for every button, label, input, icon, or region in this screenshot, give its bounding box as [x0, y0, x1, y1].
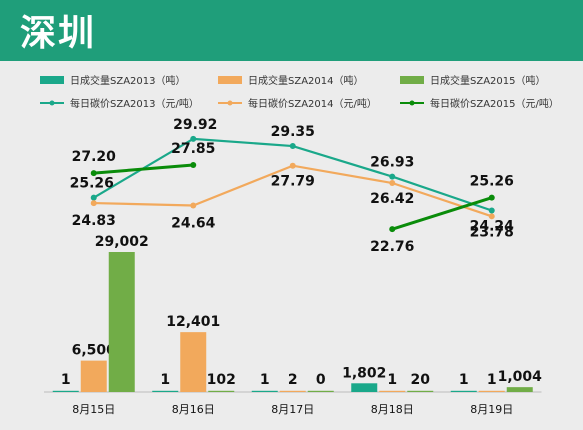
- bar-volume_2013-0: [52, 390, 79, 392]
- point-price_2015-1: [190, 161, 197, 168]
- x-tick-label-0: 8月15日: [72, 403, 115, 416]
- bar-volume_2015-4: [506, 387, 533, 392]
- line-price_2015-segment-0: [93, 163, 194, 175]
- legend-label-volume_2014: 日成交量SZA2014（吨）: [248, 74, 364, 87]
- x-tick-label-4: 8月19日: [470, 403, 513, 416]
- legend-swatch-volume_2014: [218, 76, 242, 84]
- bar-label-volume_2014-2: 2: [288, 372, 298, 388]
- bar-label-volume_2013-0: 1: [61, 372, 71, 388]
- bar-volume_2013-1: [152, 390, 179, 392]
- line-label-price_2013-0: 25.26: [70, 176, 114, 192]
- title-bar: 深圳: [0, 0, 583, 61]
- line-label-price_2013-1: 29.92: [173, 117, 217, 133]
- bar-label-volume_2013-2: 1: [260, 372, 270, 388]
- bar-label-volume_2014-3: 1: [387, 372, 397, 388]
- bar-label-volume_2013-4: 1: [459, 372, 469, 388]
- bar-volume_2015-1: [208, 390, 235, 392]
- line-label-price_2015-1: 27.85: [171, 141, 215, 157]
- point-price_2014-4: [488, 213, 495, 220]
- legend-label-volume_2015: 日成交量SZA2015（吨）: [430, 74, 546, 87]
- bar-volume_2014-3: [379, 390, 406, 392]
- line-label-price_2013-2: 29.35: [271, 124, 315, 140]
- point-price_2015-3: [389, 226, 396, 233]
- point-price_2015-4: [488, 194, 495, 201]
- legend-swatch-volume_2013: [40, 76, 64, 84]
- legend-marker-price_2015: [409, 100, 415, 106]
- bar-label-volume_2014-0: 6,500: [72, 343, 117, 359]
- bar-volume_2014-1: [180, 332, 207, 392]
- bar-label-volume_2015-1: 102: [207, 372, 236, 388]
- bar-volume_2013-4: [450, 390, 477, 392]
- line-label-price_2015-4: 25.26: [470, 174, 514, 190]
- point-price_2013-3: [389, 173, 396, 180]
- bar-label-volume_2015-3: 20: [411, 372, 431, 388]
- line-label-price_2014-2: 27.79: [271, 174, 315, 190]
- bar-volume_2013-2: [251, 390, 278, 392]
- line-label-price_2013-4: 24.24: [470, 219, 515, 235]
- point-price_2014-1: [190, 202, 197, 209]
- bar-label-volume_2015-0: 29,002: [95, 234, 149, 250]
- legend-label-price_2015: 每日碳价SZA2015（元/吨）: [430, 97, 559, 110]
- bar-volume_2014-2: [279, 390, 306, 392]
- line-label-price_2015-3: 22.76: [370, 239, 414, 255]
- bar-volume_2015-3: [407, 390, 434, 392]
- bar-volume_2014-0: [80, 360, 107, 392]
- legend-marker-price_2013: [49, 100, 55, 106]
- point-price_2014-0: [90, 200, 97, 207]
- line-label-price_2014-0: 24.83: [72, 213, 116, 229]
- point-price_2013-1: [190, 135, 197, 142]
- line-label-price_2013-3: 26.93: [370, 155, 414, 171]
- point-price_2014-2: [289, 162, 296, 169]
- bar-label-volume_2015-2: 0: [316, 372, 326, 388]
- point-price_2015-0: [90, 170, 97, 177]
- line-label-price_2014-4: 23.78: [470, 224, 514, 240]
- bar-label-volume_2013-1: 1: [160, 372, 170, 388]
- bar-label-volume_2015-4: 1,004: [498, 369, 543, 385]
- point-price_2013-2: [289, 143, 296, 150]
- point-price_2013-0: [90, 194, 97, 201]
- line-price_2015-segment-1: [391, 196, 493, 231]
- bar-volume_2015-2: [307, 390, 334, 392]
- legend-label-price_2014: 每日碳价SZA2014（元/吨）: [248, 97, 377, 110]
- legend-label-price_2013: 每日碳价SZA2013（元/吨）: [70, 97, 199, 110]
- x-tick-label-1: 8月16日: [172, 403, 215, 416]
- bar-label-volume_2014-1: 12,401: [166, 314, 220, 330]
- legend-swatch-volume_2015: [400, 76, 424, 84]
- line-label-price_2015-0: 27.20: [72, 149, 117, 165]
- bar-volume_2015-0: [108, 252, 135, 392]
- page-title: 深圳: [20, 13, 97, 54]
- bar-label-volume_2014-4: 1: [487, 372, 497, 388]
- point-price_2013-4: [488, 207, 495, 214]
- legend-marker-price_2014: [227, 100, 233, 106]
- bar-label-volume_2013-3: 1,802: [342, 365, 386, 381]
- legend-label-volume_2013: 日成交量SZA2013（吨）: [70, 74, 186, 87]
- bar-volume_2014-4: [478, 390, 505, 392]
- x-tick-label-2: 8月17日: [271, 403, 314, 416]
- bar-volume_2013-3: [351, 383, 378, 392]
- x-tick-label-3: 8月18日: [371, 403, 414, 416]
- line-label-price_2014-3: 26.42: [370, 191, 414, 207]
- point-price_2014-3: [389, 180, 396, 187]
- line-label-price_2014-1: 24.64: [171, 215, 216, 231]
